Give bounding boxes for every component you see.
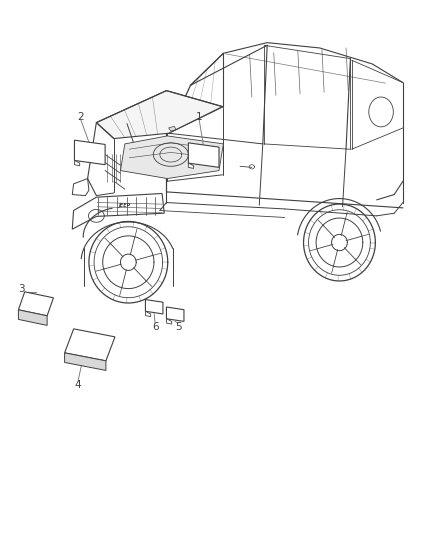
Polygon shape	[166, 319, 172, 324]
Text: 4: 4	[74, 381, 81, 390]
Polygon shape	[145, 300, 163, 314]
Polygon shape	[96, 91, 223, 139]
Polygon shape	[169, 126, 176, 131]
Text: 3: 3	[18, 284, 25, 294]
Polygon shape	[120, 136, 223, 179]
Polygon shape	[18, 310, 47, 325]
Text: 5: 5	[175, 322, 182, 332]
Text: 6: 6	[152, 322, 159, 332]
Polygon shape	[188, 163, 194, 168]
Text: 2: 2	[78, 112, 85, 122]
Text: 1: 1	[196, 112, 203, 122]
Polygon shape	[145, 311, 151, 317]
Polygon shape	[18, 292, 53, 316]
Polygon shape	[64, 329, 115, 361]
Polygon shape	[166, 307, 184, 321]
Text: JEEP: JEEP	[119, 203, 131, 208]
Polygon shape	[74, 160, 80, 166]
Polygon shape	[74, 140, 105, 165]
Polygon shape	[64, 353, 106, 370]
Polygon shape	[188, 143, 219, 167]
